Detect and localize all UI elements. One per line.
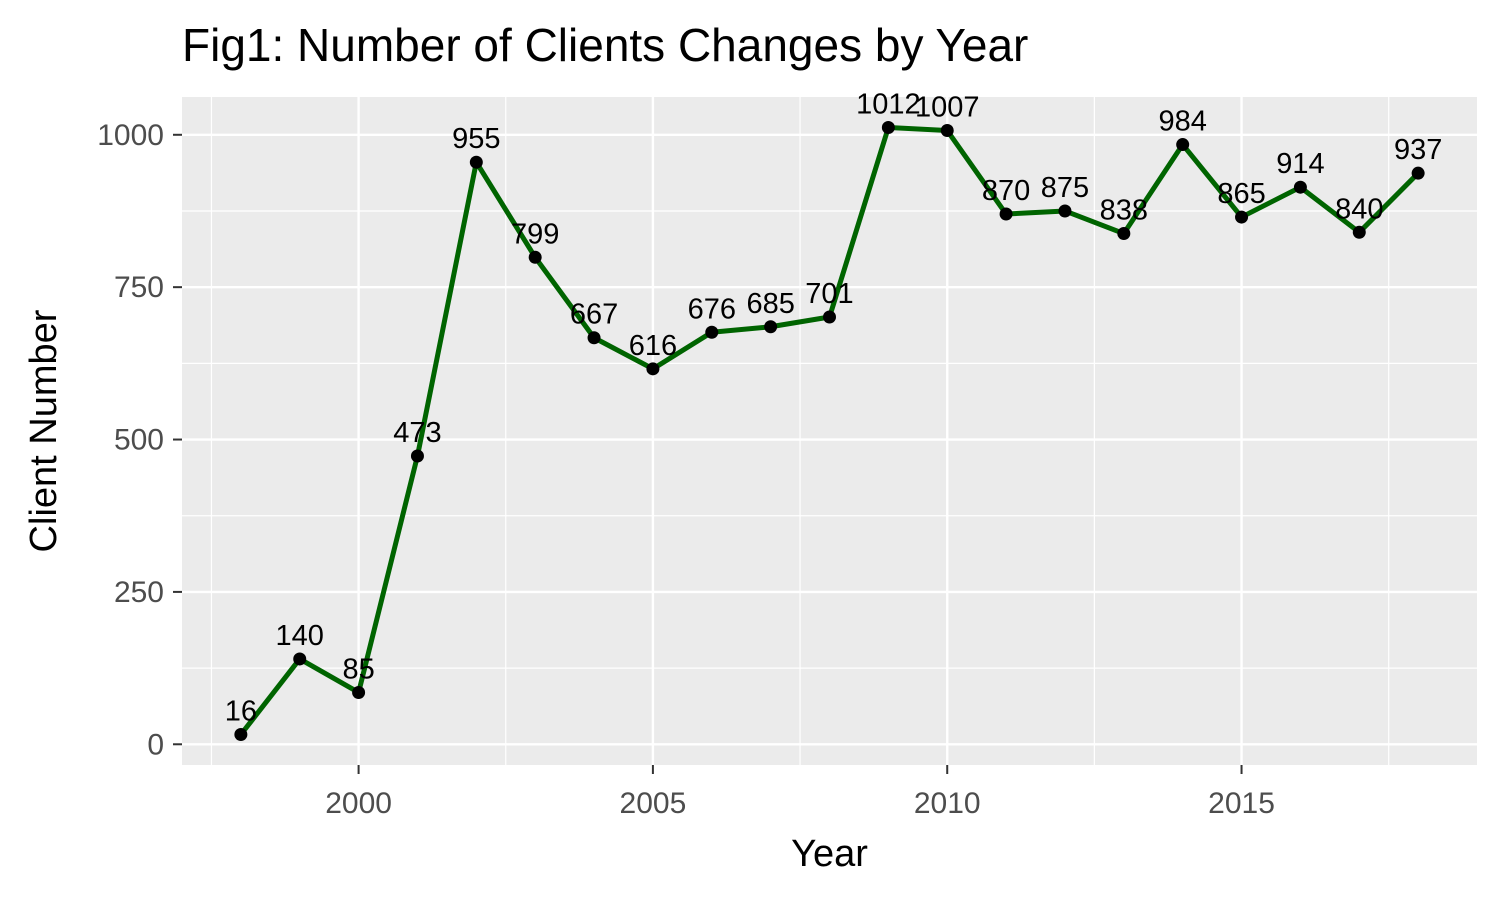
data-label: 875: [1041, 172, 1089, 204]
data-label: 838: [1100, 195, 1148, 227]
y-tick-label: 250: [114, 576, 164, 609]
data-label: 676: [688, 293, 736, 325]
x-axis: 2000 2005 2010 2015: [325, 765, 1275, 820]
data-point: [352, 685, 366, 699]
data-point: [528, 250, 542, 264]
data-label: 1007: [915, 92, 980, 124]
data-label: 865: [1217, 178, 1265, 210]
data-label: 1012: [856, 88, 921, 120]
data-label: 984: [1158, 106, 1206, 138]
y-tick-label: 1000: [97, 119, 164, 152]
x-tick-label: 2010: [914, 787, 981, 820]
series-clients: [234, 120, 1425, 742]
data-point: [293, 652, 307, 666]
data-point: [940, 124, 954, 138]
major-gridlines: [182, 97, 1477, 765]
data-label: 667: [570, 299, 618, 331]
y-tick-label: 500: [114, 424, 164, 457]
data-label: 955: [452, 123, 500, 155]
data-point: [1117, 227, 1131, 241]
data-label: 840: [1335, 193, 1383, 225]
data-point: [823, 310, 836, 324]
data-label: 685: [746, 288, 794, 320]
data-point: [705, 325, 719, 339]
data-point: [469, 155, 483, 169]
y-axis-title: Client Number: [23, 309, 65, 552]
data-label: 914: [1276, 148, 1324, 180]
data-label: 870: [982, 175, 1030, 207]
data-point: [1176, 138, 1190, 152]
data-label: 616: [629, 330, 677, 362]
data-point: [764, 320, 778, 334]
data-label: 799: [511, 218, 559, 250]
data-point: [881, 120, 895, 134]
data-label: 85: [342, 653, 374, 685]
data-point: [1411, 166, 1425, 180]
data-point: [1352, 225, 1366, 239]
data-point: [234, 728, 248, 742]
minor-gridlines: [182, 97, 1477, 765]
x-tick-label: 2000: [325, 787, 392, 820]
data-point: [587, 331, 601, 345]
x-tick-label: 2005: [620, 787, 687, 820]
data-label: 701: [805, 278, 853, 310]
data-point: [410, 449, 424, 463]
data-label: 140: [276, 620, 324, 652]
chart-title: Fig1: Number of Clients Changes by Year: [182, 19, 1029, 71]
data-label: 473: [393, 417, 441, 449]
y-axis: 0 250 500 750 1000: [97, 119, 182, 761]
x-tick-label: 2015: [1208, 787, 1275, 820]
data-point: [999, 207, 1013, 221]
x-axis-title: Year: [791, 833, 868, 875]
y-tick-label: 0: [147, 728, 164, 761]
data-label: 937: [1394, 134, 1442, 166]
data-point: [1058, 204, 1072, 218]
y-tick-label: 750: [114, 271, 164, 304]
data-label: 16: [225, 696, 257, 728]
data-point: [1293, 180, 1307, 194]
data-point: [1235, 210, 1249, 224]
data-point: [646, 362, 660, 376]
